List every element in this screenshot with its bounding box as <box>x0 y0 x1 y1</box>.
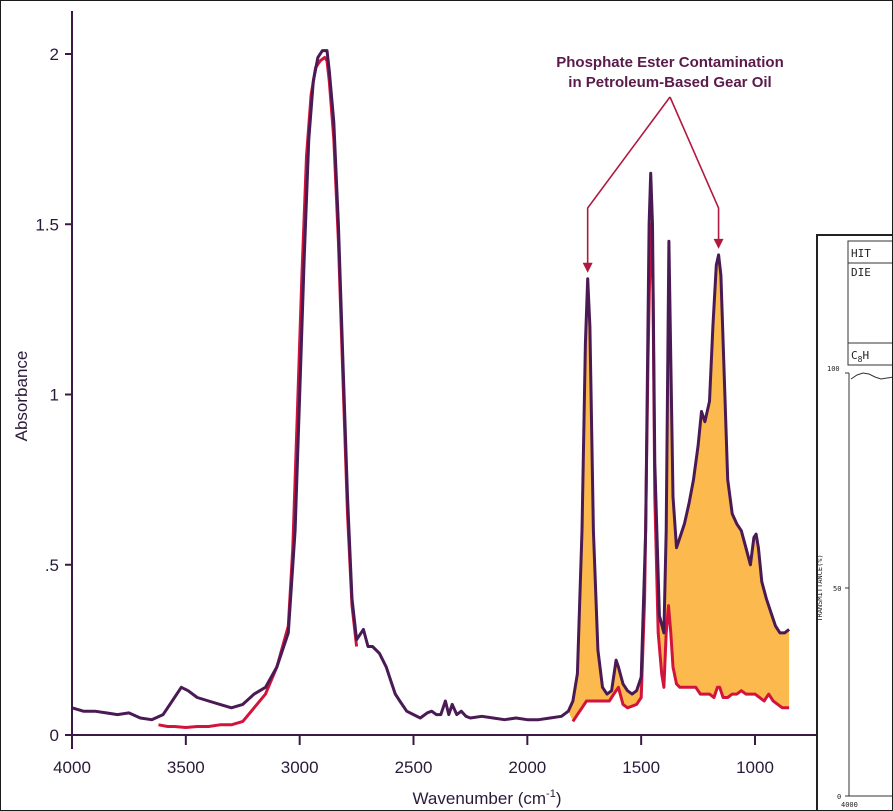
contamination-fill-areas <box>568 173 790 722</box>
y-tick-label: 2 <box>50 45 59 64</box>
annotation-arrow-head <box>582 262 593 273</box>
axes <box>71 11 892 749</box>
inset-header-box-3 <box>847 342 892 366</box>
x-tick-label: 1500 <box>622 758 660 777</box>
y-ticks: 0 .5 1 1.5 2 <box>35 45 72 745</box>
annotation-arrow-head <box>713 238 724 249</box>
inset-spectrum-panel: HIT DIE C8H 100 50 0 4000 TRANSMITTANCE(… <box>816 234 892 810</box>
annotation-arrow-line <box>669 96 720 241</box>
inset-spectrum-line <box>850 372 892 380</box>
inset-formula: C8H <box>851 349 869 364</box>
y-tick-label: 1.5 <box>35 215 59 234</box>
x-axis-title: Wavenumber (cm-1) <box>413 788 562 808</box>
inset-header-row-1: HIT <box>851 247 871 260</box>
annotation-line-2: in Petroleum-Based Gear Oil <box>568 74 771 91</box>
inset-header-row-2: DIE <box>851 266 871 279</box>
series-lines <box>71 49 791 729</box>
inset-y-label-50: 50 <box>833 585 841 593</box>
x-tick-label: 2500 <box>395 758 433 777</box>
y-axis-title: Absorbance <box>12 351 31 442</box>
x-tick-label: 2000 <box>508 758 546 777</box>
x-tick-label: 1000 <box>736 758 774 777</box>
inset-header-box-2 <box>847 262 892 344</box>
annotation-arrows <box>582 96 724 273</box>
y-tick-label: 1 <box>50 386 59 405</box>
y-tick-label: .5 <box>45 556 59 575</box>
inset-y-label-100: 100 <box>827 365 840 373</box>
inset-y-label-0: 0 <box>837 793 841 801</box>
x-ticks: 4000 3500 3000 2500 2000 1500 1000 <box>53 735 774 777</box>
x-tick-label: 4000 <box>53 758 91 777</box>
inset-y-title: TRANSMITTANCE(%) <box>816 554 824 621</box>
inset-x-label-4000: 4000 <box>841 801 858 809</box>
x-tick-label: 3500 <box>167 758 205 777</box>
annotation-arrow-line <box>586 96 671 265</box>
annotation-line-1: Phosphate Ester Contamination <box>556 54 784 71</box>
x-tick-label: 3000 <box>281 758 319 777</box>
series-line-contaminated <box>71 49 791 722</box>
y-tick-label: 0 <box>50 726 59 745</box>
contamination-fill <box>568 173 790 722</box>
